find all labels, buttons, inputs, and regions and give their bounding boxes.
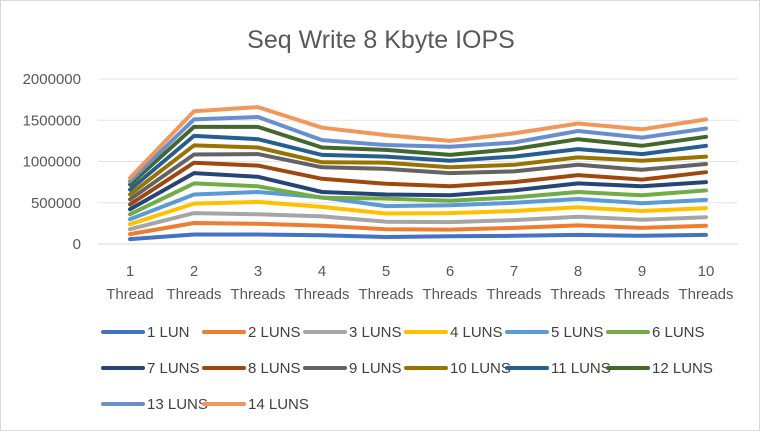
x-tick-label: Thread bbox=[106, 286, 154, 303]
x-tick-label: Threads bbox=[294, 286, 349, 303]
legend: 1 LUN 2 LUNS 3 LUNS 4 LUNS 5 LUNS 6 LUNS 7 LUN… bbox=[101, 324, 713, 413]
legend-item: 12 LUNS bbox=[606, 360, 713, 377]
legend-label: 3 LUNS bbox=[349, 324, 402, 341]
legend-label: 10 LUNS bbox=[450, 360, 511, 377]
y-tick-label: 2000000 bbox=[23, 71, 81, 88]
y-tick-label: 1000000 bbox=[23, 154, 81, 171]
legend-item: 2 LUNS bbox=[202, 324, 301, 341]
x-tick-label: 3 bbox=[254, 263, 262, 280]
legend-label: 1 LUN bbox=[147, 324, 190, 341]
series-line bbox=[128, 143, 708, 197]
x-tick-label: Threads bbox=[486, 286, 541, 303]
legend-item: 4 LUNS bbox=[404, 324, 503, 341]
y-tick-label: 500000 bbox=[31, 195, 81, 212]
x-tick-label: Threads bbox=[166, 286, 221, 303]
x-tick-label: 1 bbox=[126, 263, 134, 280]
x-tick-label: Threads bbox=[678, 286, 733, 303]
series-line bbox=[128, 152, 708, 202]
legend-label: 9 LUNS bbox=[349, 360, 402, 377]
x-tick-label: 6 bbox=[446, 263, 454, 280]
legend-item: 14 LUNS bbox=[202, 396, 309, 413]
series-line bbox=[128, 171, 708, 212]
series-line bbox=[128, 124, 708, 187]
legend-label: 2 LUNS bbox=[248, 324, 301, 341]
x-tick-label: 9 bbox=[638, 263, 646, 280]
chart-title: Seq Write 8 Kbyte IOPS bbox=[247, 26, 515, 54]
x-tick-label: Threads bbox=[358, 286, 413, 303]
legend-label: 5 LUNS bbox=[551, 324, 604, 341]
x-tick-label: 8 bbox=[574, 263, 582, 280]
x-axis: 1 Thread 2 Threads 3 Threads 4 Threads 5 Threads 6… bbox=[106, 263, 733, 303]
series-line bbox=[128, 181, 708, 217]
series-line bbox=[128, 199, 708, 227]
series-line bbox=[128, 221, 708, 237]
x-tick-label: 5 bbox=[382, 263, 390, 280]
x-tick-label: Threads bbox=[230, 286, 285, 303]
y-tick-label: 0 bbox=[73, 236, 81, 253]
legend-label: 13 LUNS bbox=[147, 396, 208, 413]
legend-label: 12 LUNS bbox=[652, 360, 713, 377]
series-line bbox=[128, 105, 708, 180]
legend-item: 6 LUNS bbox=[606, 324, 705, 341]
series-line bbox=[128, 115, 708, 184]
legend-label: 11 LUNS bbox=[551, 360, 611, 377]
plot-area bbox=[128, 105, 708, 242]
legend-item: 7 LUNS bbox=[101, 360, 200, 377]
x-tick-label: Threads bbox=[614, 286, 669, 303]
series-line bbox=[128, 211, 708, 232]
series-line bbox=[128, 190, 708, 222]
legend-item: 1 LUN bbox=[101, 324, 190, 341]
legend-label: 8 LUNS bbox=[248, 360, 301, 377]
legend-item: 10 LUNS bbox=[404, 360, 511, 377]
legend-item: 9 LUNS bbox=[303, 360, 402, 377]
legend-item: 5 LUNS bbox=[505, 324, 604, 341]
legend-item: 11 LUNS bbox=[505, 360, 611, 377]
x-tick-label: 4 bbox=[318, 263, 326, 280]
legend-label: 4 LUNS bbox=[450, 324, 503, 341]
legend-label: 6 LUNS bbox=[652, 324, 705, 341]
legend-label: 7 LUNS bbox=[147, 360, 200, 377]
series-line bbox=[128, 133, 708, 192]
y-axis: 0 500000 1000000 1500000 2000000 bbox=[23, 71, 81, 253]
legend-item: 13 LUNS bbox=[101, 396, 208, 413]
legend-label: 14 LUNS bbox=[248, 396, 309, 413]
x-tick-label: Threads bbox=[550, 286, 605, 303]
series-line bbox=[128, 232, 708, 242]
x-tick-label: 2 bbox=[190, 263, 198, 280]
x-tick-label: Threads bbox=[422, 286, 477, 303]
y-tick-label: 1500000 bbox=[23, 112, 81, 129]
legend-item: 3 LUNS bbox=[303, 324, 402, 341]
legend-item: 8 LUNS bbox=[202, 360, 301, 377]
series-line bbox=[128, 160, 708, 207]
x-tick-label: 10 bbox=[698, 263, 715, 280]
x-tick-label: 7 bbox=[510, 263, 518, 280]
